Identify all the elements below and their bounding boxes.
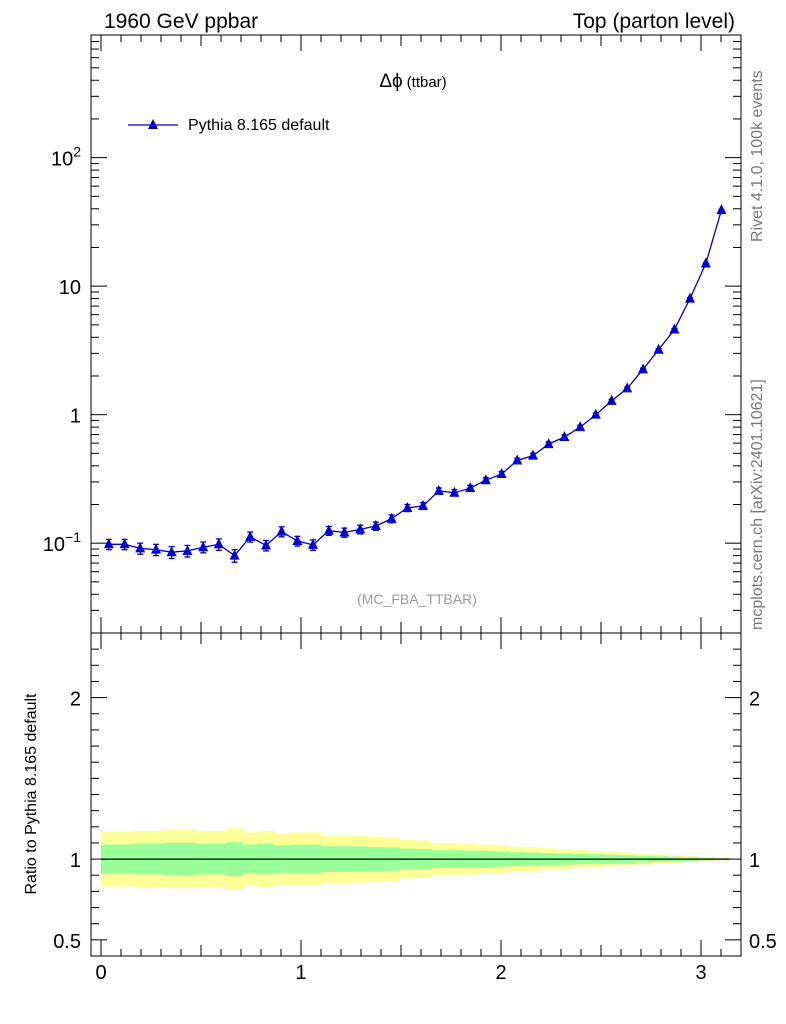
data-point bbox=[119, 538, 130, 549]
header-right: Top (parton level) bbox=[573, 10, 735, 33]
ratio-y-axis-label: Ratio to Pythia 8.165 default bbox=[23, 693, 40, 895]
main-y-tick-label-3: 102 bbox=[51, 144, 81, 171]
plot-title: Δϕ (ttbar) bbox=[379, 71, 446, 92]
data-point bbox=[575, 421, 586, 432]
tick-base: 10 bbox=[43, 534, 65, 556]
main-y-tick-label-2: 10 bbox=[59, 277, 81, 299]
x-tick-label: 0 bbox=[95, 962, 106, 984]
ratio-y-tick-label-left: 1 bbox=[70, 850, 81, 872]
data-point bbox=[308, 538, 318, 549]
data-point bbox=[103, 538, 114, 549]
data-point bbox=[276, 525, 287, 536]
main-y-tick-label-0: 10−1 bbox=[43, 529, 81, 556]
x-tick-label: 3 bbox=[695, 962, 706, 984]
data-point bbox=[402, 501, 413, 512]
plot-title-suffix: (ttbar) bbox=[407, 74, 447, 91]
data-point bbox=[418, 499, 428, 510]
rivet-label: Rivet 4.1.0, 100k events bbox=[749, 70, 766, 242]
data-point bbox=[543, 438, 554, 449]
ratio-y-tick-label-right: 1 bbox=[749, 850, 760, 872]
data-point bbox=[292, 534, 303, 545]
data-point bbox=[433, 484, 444, 495]
data-point bbox=[386, 512, 397, 523]
legend-marker bbox=[148, 119, 158, 129]
data-point bbox=[449, 486, 460, 497]
analysis-watermark: (MC_FBA_TTBAR) bbox=[357, 591, 477, 607]
data-point bbox=[669, 323, 680, 334]
tick-exponent: −1 bbox=[65, 529, 81, 545]
data-point bbox=[370, 520, 381, 531]
data-point bbox=[496, 468, 507, 479]
main-y-tick-label-1: 1 bbox=[70, 406, 81, 428]
main-ticks bbox=[91, 34, 741, 634]
data-point bbox=[229, 549, 240, 560]
data-point bbox=[465, 482, 476, 493]
x-tick-label: 2 bbox=[495, 962, 506, 984]
series-line bbox=[108, 210, 723, 557]
data-point bbox=[590, 408, 601, 419]
data-point bbox=[685, 292, 695, 303]
x-tick-label: 1 bbox=[295, 962, 306, 984]
data-point bbox=[166, 546, 177, 557]
data-point bbox=[182, 544, 193, 555]
data-point bbox=[716, 204, 727, 215]
data-point bbox=[355, 523, 366, 534]
data-point bbox=[559, 431, 570, 442]
mcplots-label: mcplots.cern.ch [arXiv:2401.10621] bbox=[749, 379, 766, 630]
legend-label: Pythia 8.165 default bbox=[188, 117, 330, 134]
ratio-y-tick-label-left: 2 bbox=[70, 689, 81, 711]
data-point bbox=[653, 343, 664, 354]
main-panel: Δϕ (ttbar) (MC_FBA_TTBAR) Pythia 8.165 de… bbox=[43, 34, 742, 634]
data-point bbox=[700, 257, 711, 268]
data-point bbox=[245, 530, 256, 541]
data-point bbox=[135, 542, 146, 553]
tick-exponent: 2 bbox=[73, 144, 81, 160]
data-point bbox=[198, 541, 209, 552]
ratio-panel: 0.5 0.5 1 1 2 2 0 1 2 3 Ratio to Pythia 8.165 def… bbox=[23, 632, 777, 984]
header-left: 1960 GeV ppbar bbox=[104, 10, 258, 33]
data-point bbox=[638, 363, 648, 374]
data-point bbox=[622, 382, 633, 393]
data-point bbox=[480, 474, 491, 485]
ratio-y-tick-label-right: 0.5 bbox=[749, 931, 777, 953]
tick-base: 10 bbox=[51, 149, 73, 171]
ratio-y-tick-label-right: 2 bbox=[749, 689, 760, 711]
data-point bbox=[606, 394, 617, 405]
data-point bbox=[261, 539, 271, 550]
data-point bbox=[323, 524, 334, 535]
data-point bbox=[151, 543, 161, 554]
ratio-y-tick-label-left: 0.5 bbox=[53, 931, 81, 953]
ratio-ticks bbox=[91, 632, 741, 957]
data-point bbox=[339, 526, 350, 537]
data-point bbox=[512, 454, 523, 465]
ratio-frame bbox=[90, 632, 742, 957]
ratio-tick-labels: 0.5 0.5 1 1 2 2 0 1 2 3 bbox=[53, 689, 777, 984]
data-point bbox=[213, 538, 224, 549]
main-series bbox=[103, 204, 727, 563]
data-point bbox=[528, 449, 538, 460]
plot-title-symbol: Δϕ bbox=[379, 71, 402, 92]
